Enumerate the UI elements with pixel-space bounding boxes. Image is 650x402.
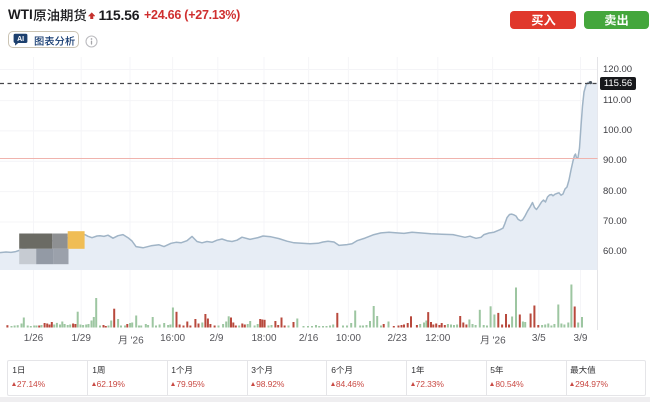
svg-text:1: 1 <box>92 365 97 375</box>
svg-text:1: 1 <box>172 365 177 375</box>
svg-text:1: 1 <box>12 365 17 375</box>
svg-text:5: 5 <box>491 365 496 375</box>
svg-text:1: 1 <box>411 365 416 375</box>
svg-text:'26: '26 <box>493 335 506 346</box>
svg-text:6: 6 <box>331 365 336 375</box>
svg-text:'26: '26 <box>130 335 143 346</box>
svg-text:3: 3 <box>251 365 256 375</box>
svg-text:AI: AI <box>17 36 24 43</box>
